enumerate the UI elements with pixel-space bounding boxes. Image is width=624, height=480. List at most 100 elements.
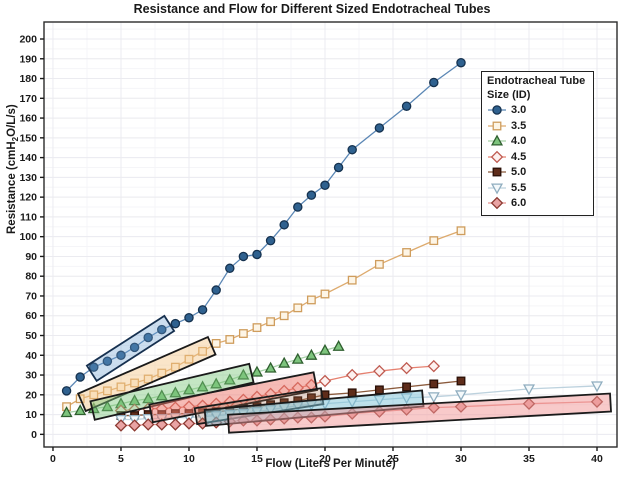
square-marker-icon (347, 388, 357, 398)
x-tick-label: 40 (591, 453, 603, 465)
triangle-down-marker-icon (590, 381, 604, 393)
square-marker-icon (374, 259, 384, 269)
square-marker-icon (252, 323, 262, 333)
square-marker-icon (293, 303, 303, 313)
x-tick-label: 35 (523, 453, 535, 465)
y-tick-label: 0 (31, 429, 37, 441)
circle-marker-icon (197, 305, 208, 315)
highlight-box-3.5 (76, 335, 217, 413)
triangle-down-marker-icon (490, 183, 504, 195)
legend-item-5.0: 5.0 (487, 165, 588, 181)
square-marker-icon (116, 382, 126, 392)
y-tick-label: 80 (25, 271, 37, 283)
diamond-marker-icon (318, 374, 332, 388)
legend-key-3.0 (488, 105, 506, 115)
square-marker-icon (279, 311, 289, 321)
legend-key-5.0 (488, 167, 506, 177)
circle-marker-icon (129, 342, 140, 353)
y-tick-label: 50 (25, 330, 37, 342)
circle-marker-icon (456, 57, 466, 68)
square-marker-icon (320, 289, 330, 299)
circle-marker-icon (238, 251, 249, 262)
square-marker-icon (184, 354, 194, 364)
triangle-up-marker-icon (318, 343, 332, 355)
diamond-marker-icon (114, 419, 128, 432)
legend-key-3.5 (488, 121, 506, 131)
legend-key-4.5 (488, 150, 506, 163)
square-marker-icon (429, 379, 439, 389)
square-marker-icon (143, 374, 153, 384)
triangle-down-marker-icon (454, 390, 468, 402)
x-tick-label: 0 (50, 453, 56, 465)
legend-item-label: 4.5 (511, 150, 527, 163)
y-tick-label: 170 (19, 93, 37, 105)
square-marker-icon (225, 335, 235, 344)
y-tick-label: 70 (25, 290, 37, 302)
circle-marker-icon (293, 202, 303, 212)
circle-marker-icon (170, 318, 181, 329)
square-marker-icon (492, 121, 502, 131)
square-marker-icon (157, 368, 167, 378)
triangle-up-marker-icon (223, 373, 236, 385)
y-tick-label: 20 (25, 389, 37, 401)
legend-title: Endotracheal Tube Size (ID) (487, 75, 586, 101)
x-tick-label: 20 (319, 453, 331, 465)
diamond-marker-icon (169, 418, 182, 431)
circle-marker-icon (320, 180, 330, 191)
square-marker-icon (456, 226, 466, 236)
circle-marker-icon (225, 263, 235, 274)
panel-border (43, 21, 618, 448)
y-tick-label: 180 (19, 73, 37, 85)
square-marker-icon (130, 378, 140, 388)
y-tick-label: 10 (25, 409, 37, 421)
y-tick-label: 120 (19, 192, 37, 204)
circle-marker-icon (429, 77, 439, 88)
triangle-up-marker-icon (291, 352, 304, 364)
diamond-marker-icon (345, 368, 359, 382)
square-marker-icon (211, 338, 221, 348)
legend-item-4.0: 4.0 (487, 134, 588, 150)
legend-item-6.0: 6.0 (487, 196, 588, 212)
legend-item-3.0: 3.0 (487, 103, 588, 119)
circle-marker-icon (89, 362, 99, 372)
diamond-marker-icon (490, 150, 504, 163)
y-tick-label: 140 (19, 152, 37, 164)
square-marker-icon (347, 275, 357, 285)
y-tick-label: 30 (25, 370, 37, 382)
circle-marker-icon (211, 285, 221, 295)
circle-marker-icon (143, 332, 153, 343)
x-tick-label: 5 (118, 453, 124, 465)
y-tick-label: 190 (19, 53, 37, 65)
triangle-up-marker-icon (155, 389, 168, 401)
x-axis-label: Flow (Liters Per Minute) (265, 458, 396, 470)
square-marker-icon (89, 390, 99, 400)
legend-item-5.5: 5.5 (487, 180, 588, 196)
legend-item-label: 3.0 (511, 104, 527, 117)
legend-item-label: 3.5 (511, 119, 527, 132)
y-tick-label: 60 (25, 310, 37, 322)
square-marker-icon (198, 346, 208, 356)
legend-item-3.5: 3.5 (487, 118, 588, 134)
circle-marker-icon (102, 356, 113, 366)
y-tick-label: 150 (19, 132, 37, 144)
circle-marker-icon (374, 123, 385, 133)
triangle-up-marker-icon (74, 404, 87, 416)
square-marker-icon (374, 385, 384, 395)
triangle-down-marker-icon (522, 384, 536, 396)
diamond-marker-icon (128, 419, 141, 432)
legend-key-6.0 (488, 197, 506, 210)
circle-marker-icon (184, 312, 194, 323)
triangle-up-marker-icon (264, 361, 277, 373)
y-tick-label: 130 (19, 172, 37, 184)
circle-marker-icon (401, 101, 412, 111)
circle-marker-icon (265, 235, 276, 246)
triangle-up-marker-icon (250, 365, 264, 377)
triangle-down-marker-icon (427, 392, 440, 404)
legend-key-4.0 (488, 134, 506, 146)
highlight-box-6.0 (227, 392, 612, 434)
diamond-marker-icon (141, 418, 155, 431)
legend-item-4.5: 4.5 (487, 149, 588, 165)
legend-item-label: 4.0 (511, 135, 527, 148)
